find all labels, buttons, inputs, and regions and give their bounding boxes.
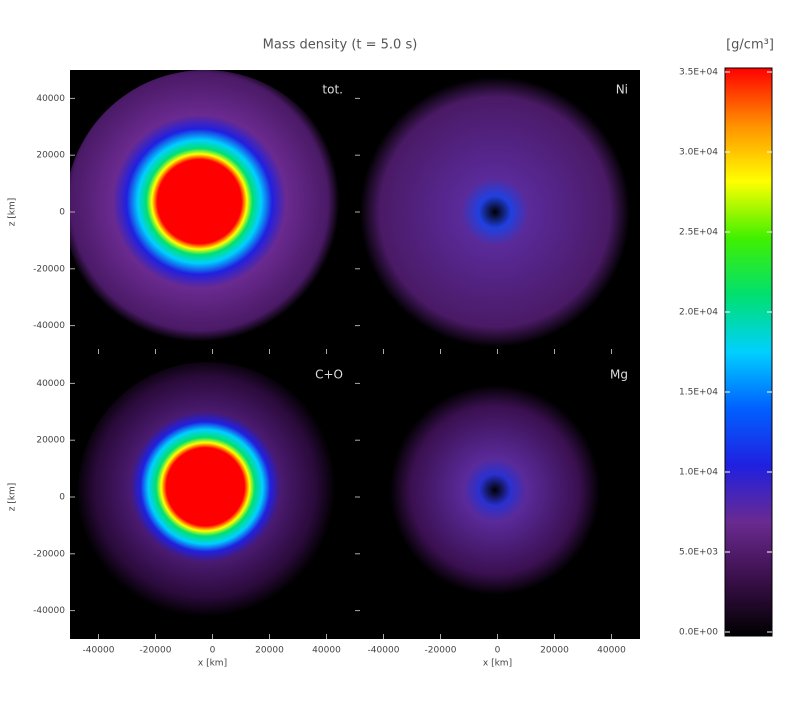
y-tick-label: -40000 — [33, 321, 65, 331]
colorbar-tick-label: 3.5E+04 — [679, 68, 718, 78]
x-tick-label: 40000 — [597, 646, 626, 656]
density-map — [78, 362, 338, 622]
y-tick-label: 0 — [59, 208, 65, 218]
panel-images — [70, 70, 640, 639]
x-tick-label: 0 — [495, 646, 501, 656]
x-tick-label: 20000 — [255, 646, 284, 656]
panel-label: tot. — [322, 83, 343, 97]
y-tick-label: -20000 — [33, 264, 65, 274]
colorbar — [724, 67, 773, 637]
x-tick-label: 20000 — [540, 646, 569, 656]
x-axis-label: x [km] — [483, 659, 512, 669]
panel-label: C+O — [315, 368, 343, 382]
colorbar-tick-label: 3.0E+04 — [679, 148, 718, 158]
density-map — [70, 70, 345, 350]
x-tick-label: -40000 — [83, 646, 115, 656]
y-tick-label: 20000 — [36, 151, 65, 161]
x-axis-label: x [km] — [198, 659, 227, 669]
colorbar-tick-label: 1.5E+04 — [679, 388, 718, 398]
chart-title: Mass density (t = 5.0 s) — [263, 38, 418, 53]
panel-label: Mg — [610, 368, 628, 382]
x-tick-label: -20000 — [425, 646, 457, 656]
y-tick-label: -20000 — [33, 549, 65, 559]
y-tick-label: 20000 — [36, 436, 65, 446]
y-tick-label: -40000 — [33, 606, 65, 616]
y-tick-label: 40000 — [36, 94, 65, 104]
x-tick-label: -20000 — [140, 646, 172, 656]
x-tick-label: -40000 — [368, 646, 400, 656]
colorbar-tick-label: 2.0E+04 — [679, 308, 718, 318]
x-tick-label: 0 — [210, 646, 216, 656]
panel-label: Ni — [616, 83, 628, 97]
colorbar-label: [g/cm³] — [726, 38, 774, 53]
density-map — [360, 77, 630, 347]
colorbar-tick-label: 5.0E+03 — [679, 548, 718, 558]
y-tick-label: 0 — [59, 493, 65, 503]
y-tick-label: 40000 — [36, 379, 65, 389]
density-map — [390, 385, 600, 595]
colorbar-tick-label: 1.0E+04 — [679, 468, 718, 478]
y-axis-label: z [km] — [8, 198, 18, 227]
y-axis-label: z [km] — [8, 483, 18, 512]
x-tick-label: 40000 — [312, 646, 341, 656]
colorbar-tick-label: 2.5E+04 — [679, 228, 718, 238]
colorbar-tick-label: 0.0E+00 — [679, 628, 718, 638]
